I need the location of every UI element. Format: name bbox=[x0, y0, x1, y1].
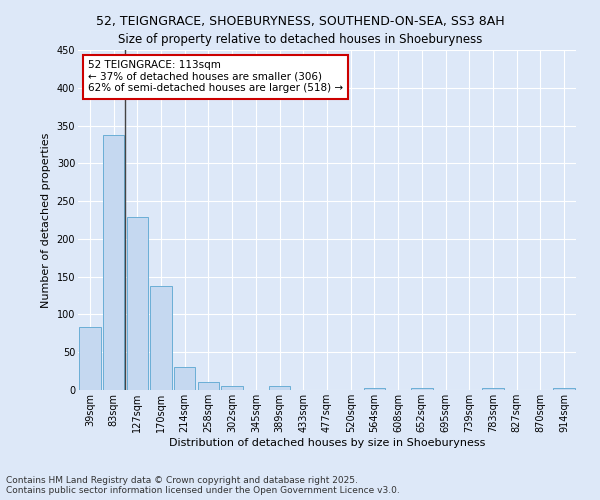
Bar bbox=[411, 388, 433, 390]
Bar bbox=[364, 388, 385, 390]
Bar bbox=[553, 388, 575, 390]
Bar bbox=[482, 388, 503, 390]
Text: 52 TEIGNGRACE: 113sqm
← 37% of detached houses are smaller (306)
62% of semi-det: 52 TEIGNGRACE: 113sqm ← 37% of detached … bbox=[88, 60, 343, 94]
Bar bbox=[103, 136, 124, 390]
Bar bbox=[269, 386, 290, 390]
Bar bbox=[79, 328, 101, 390]
Text: Contains HM Land Registry data © Crown copyright and database right 2025.
Contai: Contains HM Land Registry data © Crown c… bbox=[6, 476, 400, 495]
Text: 52, TEIGNGRACE, SHOEBURYNESS, SOUTHEND-ON-SEA, SS3 8AH: 52, TEIGNGRACE, SHOEBURYNESS, SOUTHEND-O… bbox=[95, 15, 505, 28]
Bar bbox=[127, 217, 148, 390]
Bar bbox=[174, 368, 196, 390]
Text: Size of property relative to detached houses in Shoeburyness: Size of property relative to detached ho… bbox=[118, 32, 482, 46]
Bar bbox=[221, 386, 243, 390]
X-axis label: Distribution of detached houses by size in Shoeburyness: Distribution of detached houses by size … bbox=[169, 438, 485, 448]
Bar bbox=[198, 382, 219, 390]
Bar bbox=[151, 286, 172, 390]
Y-axis label: Number of detached properties: Number of detached properties bbox=[41, 132, 51, 308]
